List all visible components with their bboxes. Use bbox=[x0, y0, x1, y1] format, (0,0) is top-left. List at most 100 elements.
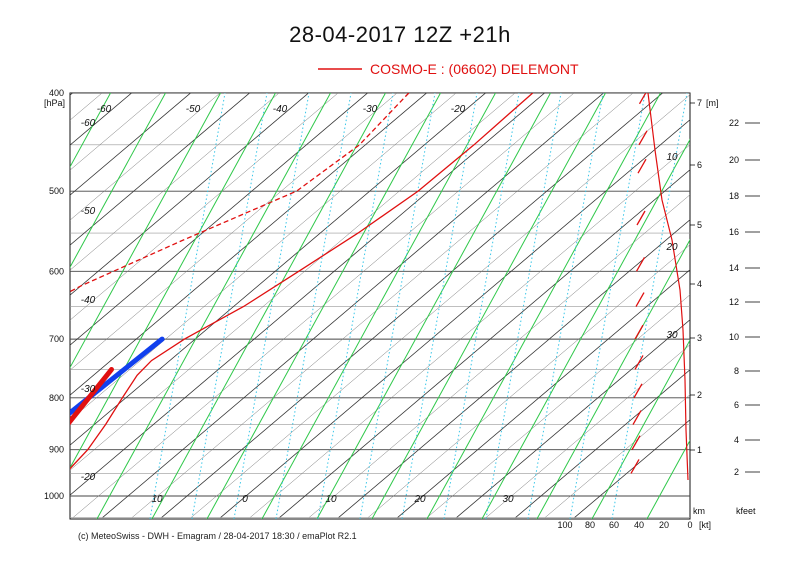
series-layer bbox=[70, 93, 689, 481]
mixing-ratio-line bbox=[485, 93, 562, 519]
legend-label: COSMO-E : (06602) DELEMONT bbox=[370, 61, 579, 77]
kfeet-tick-label: 12 bbox=[729, 297, 739, 307]
wind-barb bbox=[631, 435, 641, 450]
isotherm-label: -40 bbox=[273, 104, 288, 115]
wind-barb bbox=[633, 383, 643, 399]
pressure-tick-label: 900 bbox=[49, 445, 64, 455]
dry-adiabat-line bbox=[481, 138, 690, 519]
wind-speed-label: 10 bbox=[666, 152, 678, 163]
wind-barb bbox=[635, 257, 646, 272]
dry-adiabat-label: -40 bbox=[81, 295, 96, 306]
mixing-ratio-line bbox=[233, 93, 310, 519]
isotherm-line bbox=[456, 319, 690, 518]
dry-adiabat-line bbox=[426, 93, 662, 519]
dry-adiabat-line bbox=[70, 93, 222, 369]
isotherm-line bbox=[70, 93, 251, 246]
isotherm-label: 0 bbox=[242, 494, 248, 505]
mixing-ratio-line bbox=[443, 93, 520, 519]
wind-barb bbox=[635, 292, 645, 307]
isotherm-line bbox=[70, 93, 546, 496]
wind-tick-label: 20 bbox=[659, 520, 669, 530]
wind-barb bbox=[637, 158, 647, 174]
wind-tick-label: 80 bbox=[585, 520, 595, 530]
dry-adiabat-line bbox=[206, 93, 442, 519]
dry-adiabat-line bbox=[70, 93, 277, 469]
footer-credit: (c) MeteoSwiss - DWH - Emagram / 28-04-2… bbox=[78, 531, 357, 541]
isotherm-line bbox=[161, 93, 664, 518]
isotherm-line bbox=[279, 169, 690, 518]
km-tick-label: 7 bbox=[697, 98, 702, 108]
wind-speed-profile bbox=[647, 93, 689, 481]
pressure-tick-label: 1000 bbox=[44, 491, 64, 501]
isotherm-label: 10 bbox=[151, 494, 163, 505]
isotherm-label: 10 bbox=[325, 494, 337, 505]
isotherm-line bbox=[70, 93, 369, 346]
dry-adiabat-line bbox=[371, 93, 607, 519]
kfeet-tick-label: 20 bbox=[729, 155, 739, 165]
dry-adiabat-line bbox=[96, 93, 332, 519]
dry-adiabat-label: -20 bbox=[81, 472, 96, 483]
wind-barb bbox=[630, 459, 640, 474]
mixing-ratio-line bbox=[359, 93, 436, 519]
dry-adiabat-line bbox=[735, 0, 800, 559]
isotherm-line bbox=[70, 93, 221, 221]
isotherm-line bbox=[70, 93, 428, 396]
pressure-tick-label: 700 bbox=[49, 334, 64, 344]
plot-frame bbox=[69, 92, 691, 520]
km-axis-label: km bbox=[693, 506, 705, 516]
annotation-layer bbox=[0, 336, 165, 484]
wind-speed-label: 30 bbox=[666, 330, 678, 341]
kfeet-tick-label: 14 bbox=[729, 263, 739, 273]
isotherm-line bbox=[70, 93, 516, 471]
dry-adiabat-line bbox=[261, 93, 497, 519]
km-tick-label: 2 bbox=[697, 390, 702, 400]
isotherm-label: 20 bbox=[413, 494, 426, 505]
isotherm-line bbox=[338, 219, 690, 518]
isotherm-line bbox=[73, 93, 575, 518]
wind-unit-label: [kt] bbox=[699, 520, 711, 530]
kfeet-tick-label: 16 bbox=[729, 227, 739, 237]
isotherm-line bbox=[574, 419, 690, 518]
dry-adiabat-line bbox=[591, 339, 690, 519]
kfeet-tick-label: 8 bbox=[734, 366, 739, 376]
pressure-unit-label: [hPa] bbox=[44, 98, 65, 108]
isotherm-line bbox=[191, 94, 690, 518]
mixing-ratio-line bbox=[401, 93, 478, 519]
wind-barb bbox=[638, 130, 648, 146]
isotherm-label: -30 bbox=[363, 104, 378, 115]
wind-tick-label: 60 bbox=[609, 520, 619, 530]
km-unit-label: [m] bbox=[706, 98, 719, 108]
isotherm-line bbox=[70, 93, 280, 271]
isotherm-label: 30 bbox=[502, 494, 514, 505]
kfeet-tick-label: 10 bbox=[729, 332, 739, 342]
mixing-ratio-line bbox=[275, 93, 352, 519]
isotherm-line bbox=[70, 93, 162, 171]
isotherm-line bbox=[309, 194, 690, 518]
km-tick-label: 4 bbox=[697, 279, 702, 289]
mixing-ratio-line bbox=[317, 93, 394, 519]
wind-barb bbox=[638, 93, 647, 105]
km-tick-label: 5 bbox=[697, 220, 702, 230]
dry-adiabat-line bbox=[0, 0, 55, 559]
isotherm-line bbox=[250, 144, 690, 518]
dry-adiabat-line bbox=[790, 0, 800, 559]
wind-tick-label: 40 bbox=[634, 520, 644, 530]
dry-adiabat-line bbox=[646, 439, 690, 519]
isotherm-line bbox=[102, 93, 605, 518]
dry-adiabat-line bbox=[70, 93, 167, 269]
isotherm-label: -60 bbox=[97, 104, 112, 115]
wind-speed-label: 20 bbox=[665, 242, 678, 253]
isotherm-line bbox=[515, 369, 690, 518]
pressure-tick-label: 600 bbox=[49, 266, 64, 276]
dry-adiabat-line bbox=[151, 93, 387, 519]
wind-barb bbox=[632, 410, 642, 425]
km-tick-label: 1 bbox=[697, 445, 702, 455]
isotherm-label: -50 bbox=[186, 104, 201, 115]
temperature-profile bbox=[70, 93, 534, 470]
isotherm-line bbox=[70, 93, 103, 121]
annotation-loop bbox=[0, 448, 19, 484]
isotherm-line bbox=[70, 93, 457, 421]
mixing-ratio-line bbox=[149, 93, 226, 519]
isotherm-line bbox=[397, 269, 690, 518]
